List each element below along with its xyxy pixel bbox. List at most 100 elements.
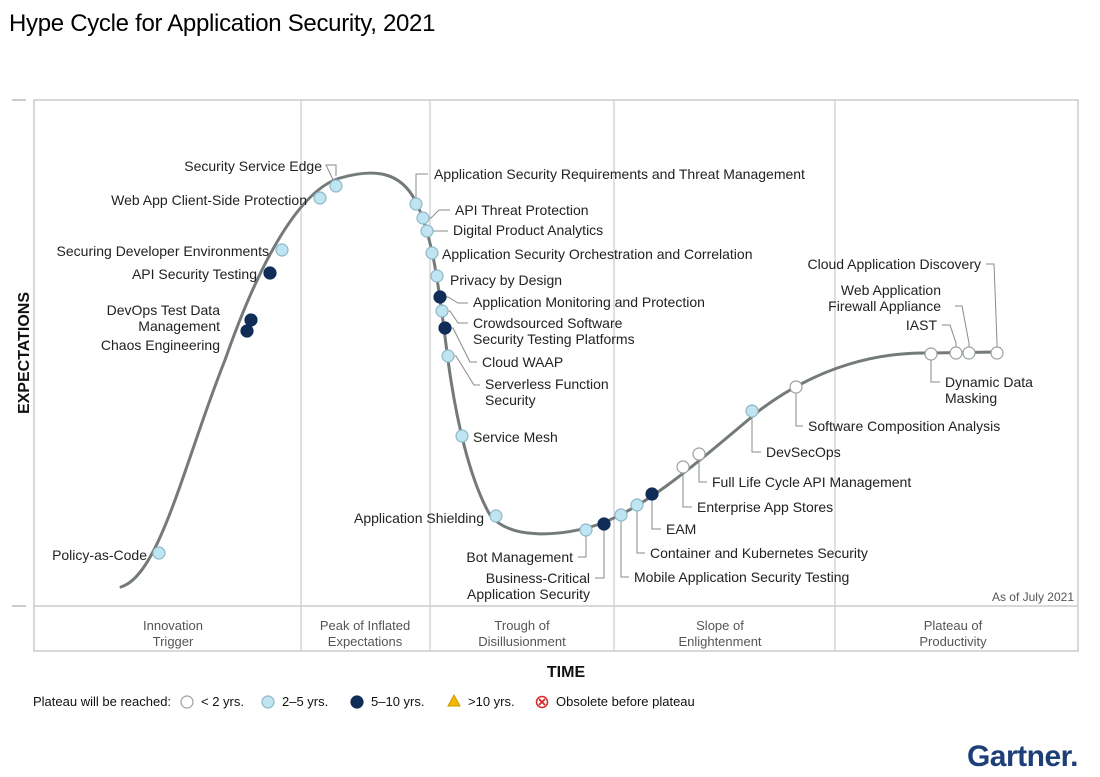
technology-label: Policy-as-Code [52,547,147,563]
technology-marker [152,546,166,560]
legend-label: 5–10 yrs. [371,694,424,709]
technology-label: Cloud Application Discovery [807,256,981,272]
technology-label: EAM [666,521,696,537]
leader-line [955,305,970,353]
plot-frame [12,99,1079,652]
technology-label: Container and Kubernetes Security [650,545,868,561]
technology-marker [240,324,254,338]
technology-label: Web App Client-Side Protection [111,192,307,208]
technology-points [152,179,1004,560]
leader-line [595,524,605,579]
phase-dividers [300,100,836,651]
legend-marker [350,695,364,709]
technology-label: Dynamic Data Masking [945,374,1033,406]
technology-marker [425,246,439,260]
technology-marker [244,313,258,327]
technology-label: Software Composition Analysis [808,418,1000,434]
technology-marker [455,429,469,443]
technology-marker [692,447,706,461]
technology-label: Crowdsourced Software Security Testing Pl… [473,315,635,347]
technology-label: Digital Product Analytics [453,222,603,238]
technology-marker [789,380,803,394]
technology-marker [275,243,289,257]
technology-marker [962,346,976,360]
legend-marker [261,695,275,709]
technology-marker [645,487,659,501]
technology-marker [263,266,277,280]
technology-label: Application Security Orchestration and C… [442,246,753,262]
technology-marker [676,460,690,474]
technology-marker [420,224,434,238]
technology-marker [329,179,343,193]
legend-marker [180,695,194,709]
technology-marker [579,523,593,537]
technology-labels: Policy-as-Code Chaos Engineering DevOps Te… [52,158,1033,602]
triangle-icon [447,693,461,707]
technology-marker [416,211,430,225]
phase-labels: Innovation Trigger Peak of Inflated Expecta… [143,618,987,649]
leader-line [636,505,645,554]
leader-line [325,164,337,187]
technology-marker [745,404,759,418]
technology-marker [438,321,452,335]
technology-label: Serverless Function Security [485,376,609,408]
technology-marker [630,498,644,512]
technology-label: Full Life Cycle API Management [712,474,911,490]
phase-label: Slope of Enlightenment [678,618,761,649]
leader-line [620,515,629,578]
technology-label: Chaos Engineering [101,337,220,353]
legend-label: < 2 yrs. [201,694,244,709]
technology-marker [433,290,447,304]
legend-item-obsolete: Obsolete before plateau [535,694,695,709]
technology-label: DevSecOps [766,444,841,460]
technology-marker [949,346,963,360]
as-of-label: As of July 2021 [992,590,1074,604]
technology-label: Enterprise App Stores [697,499,833,515]
phase-label: Plateau of Productivity [919,618,987,649]
technology-label: API Security Testing [132,266,257,282]
technology-label: Privacy by Design [450,272,562,288]
legend-item-y5to10: 5–10 yrs. [350,694,424,709]
technology-label: Service Mesh [473,429,558,445]
y-axis-label: EXPECTATIONS [16,292,33,414]
technology-label: Security Service Edge [184,158,322,174]
technology-marker [489,509,503,523]
technology-marker [597,517,611,531]
technology-marker [430,269,444,283]
technology-label: IAST [906,317,938,333]
legend-prefix: Plateau will be reached: [33,694,171,709]
technology-label: Cloud WAAP [482,354,563,370]
x-axis-label: TIME [547,664,586,681]
technology-marker [409,197,423,211]
technology-marker [924,347,938,361]
technology-marker [614,508,628,522]
technology-label: Bot Management [466,549,573,565]
technology-label: Business-Critical Application Security [467,570,590,602]
legend-item-lt2: < 2 yrs. [180,694,244,709]
leader-line [986,263,998,353]
technology-label: Application Security Requirements and Th… [434,166,805,182]
phase-label: Trough of Disillusionment [478,618,566,649]
technology-label: DevOps Test Data Management [107,302,221,334]
technology-label: Securing Developer Environments [57,243,269,259]
legend: Plateau will be reached: < 2 yrs. 2–5 yrs.… [33,693,695,709]
chart-title: Hype Cycle for Application Security, 202… [9,10,435,37]
legend-label: >10 yrs. [468,694,515,709]
legend-label: Obsolete before plateau [556,694,695,709]
technology-label: Application Shielding [354,510,484,526]
technology-marker [435,304,449,318]
technology-label: Mobile Application Security Testing [634,569,849,585]
technology-label: API Threat Protection [455,202,589,218]
technology-marker [313,191,327,205]
technology-label: Web Application Firewall Appliance [828,282,941,314]
legend-label: 2–5 yrs. [282,694,328,709]
technology-marker [990,346,1004,360]
gartner-logo: Gartner. [967,740,1078,773]
technology-marker [441,349,455,363]
phase-label: Innovation Trigger [143,618,203,649]
legend-item-gt10: >10 yrs. [447,693,515,709]
technology-label: Application Monitoring and Protection [473,294,705,310]
legend-item-y2to5: 2–5 yrs. [261,694,328,709]
phase-label: Peak of Inflated Expectations [320,618,410,649]
